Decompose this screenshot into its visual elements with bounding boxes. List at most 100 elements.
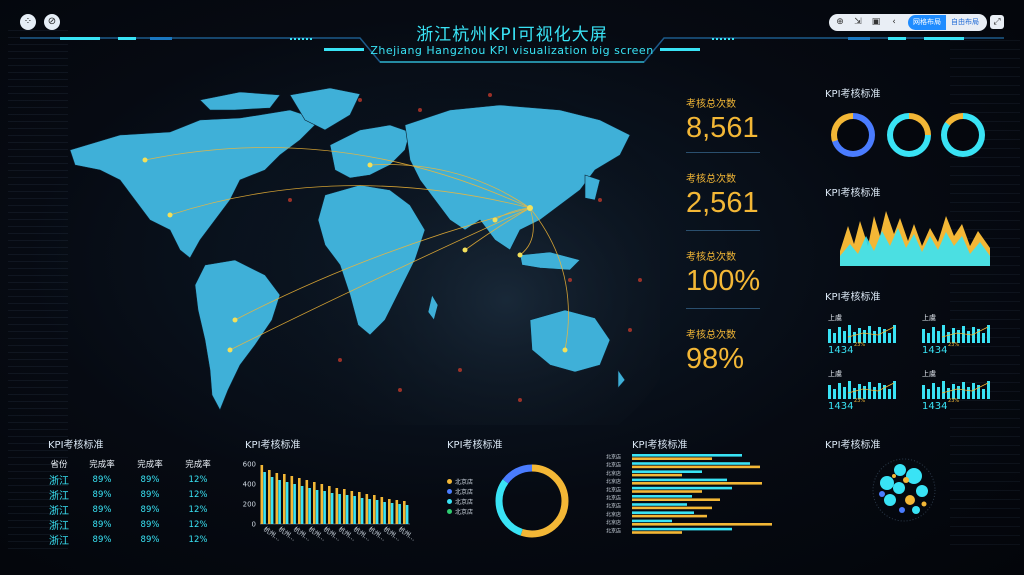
mini-bar [972, 383, 975, 399]
layout-free-button[interactable]: 自由布局 [946, 15, 984, 30]
table-cell-rate: 89% [92, 489, 112, 500]
continent-australia [529, 309, 611, 373]
hbar-series-1 [632, 478, 727, 482]
ring-chart-3 [941, 113, 985, 157]
kpi-value: 8,561 [686, 112, 759, 144]
mini-bar [868, 382, 871, 399]
continent-north-america [69, 109, 321, 259]
panel-title-table: KPI考核标准 [48, 440, 104, 451]
legend-dot [447, 489, 452, 494]
y-tick-label: 北京店 [606, 527, 621, 534]
mini-bar [873, 331, 876, 343]
bar-series-2 [308, 488, 311, 524]
mini-bar-chart [828, 325, 896, 343]
mini-bar [947, 332, 950, 343]
bar-series-1 [350, 491, 354, 524]
ring-chart-2 [887, 113, 931, 157]
mini-bar [868, 326, 871, 343]
mini-bar [987, 381, 990, 399]
kpi-block-4: 考核总次数 98% [686, 326, 796, 376]
table-cell-rate: 89% [92, 534, 112, 545]
hbar-series-1 [632, 511, 694, 514]
bubble-chart [872, 458, 936, 522]
y-tick-label: 北京店 [606, 478, 621, 485]
mini-card-label: 上虞 [922, 314, 936, 322]
bar-series-2 [405, 505, 409, 524]
legend-label: 北京店 [455, 509, 474, 516]
mini-card-percent: 23% [948, 342, 960, 348]
bar-series-2 [375, 500, 379, 524]
table-cell-rate: 12% [188, 519, 208, 530]
table-cell-province: 浙江 [49, 491, 69, 502]
mini-bar [853, 388, 856, 399]
panel-title-area: KPI考核标准 [825, 188, 881, 199]
mini-bar [858, 328, 861, 343]
editor-toolbar: ⊕ ⇲ ▣ ‹ 网格布局 自由布局 [829, 14, 987, 31]
legend-item: 北京店 [447, 488, 473, 498]
bar-series-2 [398, 504, 401, 524]
mini-bar [838, 383, 841, 399]
mini-card-value: 1434 [828, 345, 854, 356]
mini-bar [873, 387, 876, 399]
kpi-divider [686, 152, 760, 153]
export-icon[interactable]: ⇲ [854, 17, 862, 27]
legend-item: 北京店 [447, 508, 473, 518]
bar-series-1 [403, 501, 406, 524]
bar-series-2 [263, 472, 266, 524]
mini-bar [972, 327, 975, 343]
bar-series-2 [293, 484, 296, 524]
mini-bar-chart [922, 325, 990, 343]
bar-series-2 [353, 496, 356, 524]
mini-bar [942, 325, 945, 343]
mini-bar [883, 385, 886, 399]
bar-series-2 [338, 494, 341, 524]
mini-bar [843, 331, 846, 343]
mini-bar [932, 383, 935, 399]
mini-card: 上虞 1434 23% [922, 369, 992, 417]
top-left-icons: ⁘ ⊘ [20, 14, 60, 30]
mini-bar [977, 329, 980, 343]
link-icon[interactable]: ⊘ [44, 14, 60, 30]
fullscreen-icon[interactable]: ⤢ [990, 15, 1004, 29]
kpi-label: 考核总次数 [686, 252, 736, 263]
table-row: 浙江 89% 89% 12% [40, 517, 222, 533]
x-tick-label: 杭州... [397, 524, 416, 542]
mini-bar [982, 389, 985, 399]
kpi-value: 100% [686, 265, 761, 297]
apps-icon[interactable]: ⁘ [20, 14, 36, 30]
bar-series-1 [283, 474, 286, 524]
table-header-row: 省份 完成率 完成率 完成率 [40, 456, 222, 472]
mini-card: 上虞 1434 23% [922, 313, 992, 361]
mini-bar [982, 333, 985, 343]
hbar-series-1 [632, 503, 687, 506]
hbar-series-1 [632, 454, 742, 457]
plus-circle-icon[interactable]: ⊕ [836, 17, 844, 27]
y-tick-label: 400 [243, 481, 256, 489]
vertical-bar-chart: 0200400600杭州...杭州...杭州...杭州...杭州...杭州...… [243, 461, 416, 543]
layout-grid-button[interactable]: 网格布局 [908, 15, 946, 30]
donut-slice [495, 464, 569, 538]
table-cell-rate: 89% [140, 489, 160, 500]
mini-bar [942, 381, 945, 399]
mini-bar [838, 327, 841, 343]
bar-series-1 [335, 488, 339, 524]
mini-bar [957, 386, 960, 399]
mini-bar [883, 329, 886, 343]
layout-toggle: 网格布局 自由布局 [908, 15, 984, 30]
y-tick-label: 0 [252, 521, 256, 529]
chevron-left-icon[interactable]: ‹ [892, 17, 896, 27]
continent-greenland [289, 87, 361, 131]
y-tick-label: 北京店 [606, 503, 621, 510]
mini-bar [987, 325, 990, 343]
save-icon[interactable]: ▣ [871, 17, 881, 27]
bar-series-1 [358, 492, 361, 524]
area-chart [840, 211, 990, 266]
hbar-series-2 [632, 523, 772, 526]
table-cell-rate: 89% [140, 504, 160, 515]
hbar-series-1 [632, 527, 732, 531]
table-header-cell: 省份 [50, 460, 68, 470]
mini-bar-chart [828, 381, 896, 399]
kpi-block-3: 考核总次数 100% [686, 248, 796, 298]
table-cell-province: 浙江 [49, 521, 69, 532]
